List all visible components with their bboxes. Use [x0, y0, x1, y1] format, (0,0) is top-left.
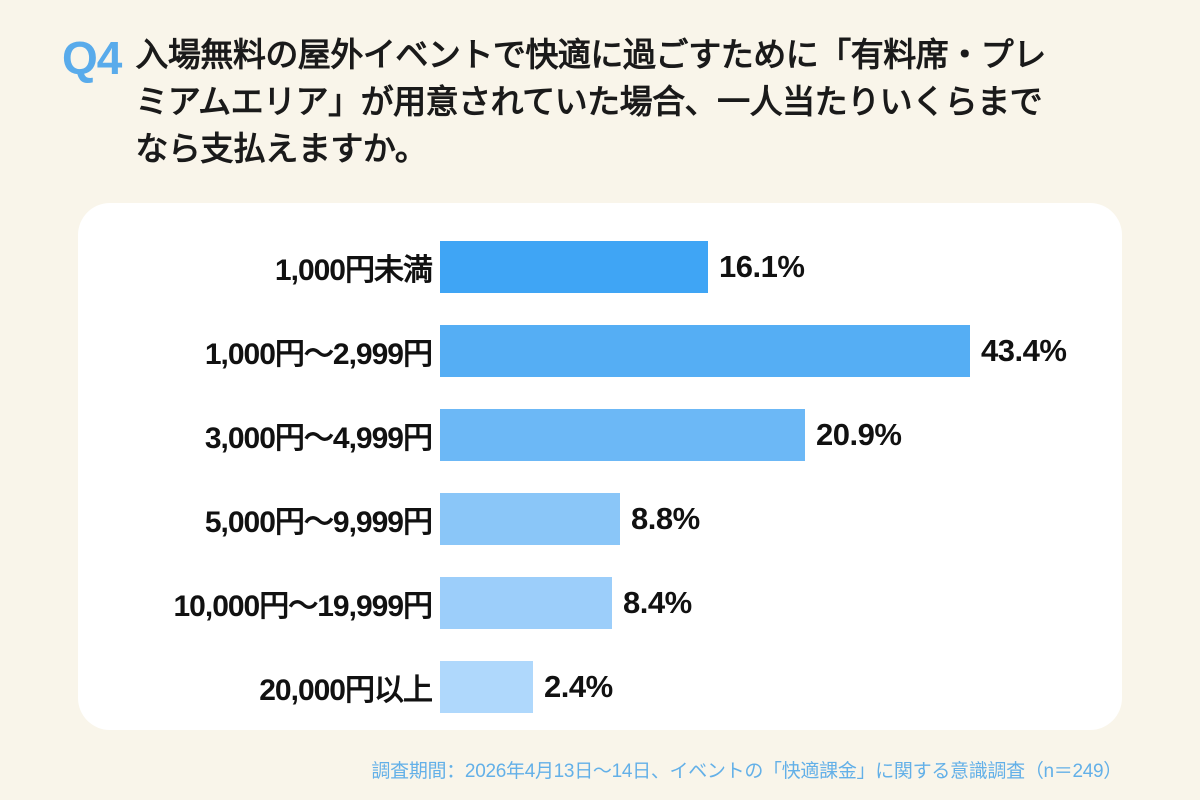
bar — [440, 493, 620, 545]
bar — [440, 241, 708, 293]
question-title-line-3: なら支払えますか。 — [135, 129, 428, 167]
survey-note: 調査期間：2026年4月13日〜14日、イベントの「快適課金」に関する意識調査（… — [371, 761, 1122, 782]
category-label: 1,000円未満 — [274, 254, 433, 287]
bar-container: 8.8% — [440, 493, 1122, 545]
category-label: 10,000円〜19,999円 — [173, 590, 433, 623]
horizontal-bar-chart: 1,000円未満 16.1% 1,000円〜2,999円 43.4% 3,000円〜4,… — [78, 225, 1122, 729]
value-label: 8.4% — [623, 585, 692, 620]
chart-row: 5,000円〜9,999円 8.8% — [78, 477, 1122, 561]
category-label: 20,000円以上 — [259, 674, 433, 707]
chart-row: 1,000円〜2,999円 43.4% — [78, 309, 1122, 393]
bar-container: 16.1% — [440, 241, 1122, 293]
bar — [440, 325, 970, 377]
question-header: Q4 入場無料の屋外イベントで快適に過ごすために「有料席・プレ ミアムエリア」が… — [62, 32, 1142, 173]
chart-row: 3,000円〜4,999円 20.9% — [78, 393, 1122, 477]
category-label: 1,000円〜2,999円 — [204, 338, 433, 371]
chart-row: 10,000円〜19,999円 8.4% — [78, 561, 1122, 645]
question-title-line-2: ミアムエリア」が用意されていた場合、一人当たりいくらまで — [135, 82, 1043, 120]
bar-container: 2.4% — [440, 661, 1122, 713]
value-label: 20.9% — [816, 417, 902, 452]
category-label: 5,000円〜9,999円 — [204, 506, 433, 539]
question-title-line-1: 入場無料の屋外イベントで快適に過ごすために「有料席・プレ — [135, 36, 1046, 73]
chart-row: 20,000円以上 2.4% — [78, 645, 1122, 729]
bar — [440, 577, 612, 629]
bar-container: 43.4% — [440, 325, 1122, 377]
value-label: 16.1% — [719, 249, 805, 284]
chart-card: 1,000円未満 16.1% 1,000円〜2,999円 43.4% 3,000円〜4,… — [78, 203, 1122, 730]
value-label: 43.4% — [981, 333, 1067, 368]
bar — [440, 661, 533, 713]
category-label: 3,000円〜4,999円 — [204, 422, 433, 455]
chart-row: 1,000円未満 16.1% — [78, 225, 1122, 309]
bar-container: 8.4% — [440, 577, 1122, 629]
value-label: 8.8% — [631, 501, 700, 536]
question-title: 入場無料の屋外イベントで快適に過ごすために「有料席・プレ ミアムエリア」が用意さ… — [135, 32, 1046, 173]
bar-container: 20.9% — [440, 409, 1122, 461]
bar — [440, 409, 805, 461]
value-label: 2.4% — [544, 669, 613, 704]
question-number: Q4 — [62, 32, 122, 84]
